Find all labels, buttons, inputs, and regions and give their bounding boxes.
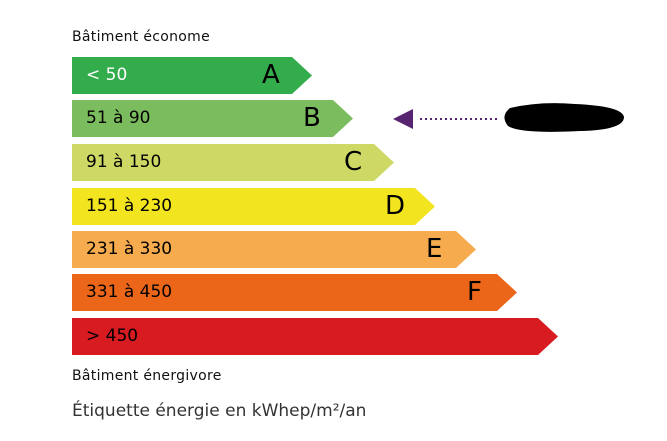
- indicator-arrow-icon: [393, 109, 413, 129]
- energy-class-c: 91 à 150 C: [72, 144, 394, 181]
- class-letter: E: [426, 234, 443, 264]
- energy-class-b: 51 à 90 B: [72, 100, 353, 137]
- class-range: 331 à 450: [86, 282, 173, 302]
- energy-class-g: > 450: [72, 318, 558, 355]
- energy-class-f: 331 à 450 F: [72, 274, 517, 311]
- energy-class-a: < 50 A: [72, 57, 312, 94]
- class-letter: F: [467, 277, 482, 307]
- energy-class-e: 231 à 330 E: [72, 231, 476, 268]
- redacted-value: [504, 103, 624, 132]
- class-range: 231 à 330: [86, 239, 173, 259]
- class-range: 91 à 150: [86, 152, 162, 172]
- class-range: 151 à 230: [86, 196, 173, 216]
- energy-class-d: 151 à 230 D: [72, 188, 435, 225]
- class-range: > 450: [86, 326, 139, 346]
- top-label: Bâtiment économe: [72, 29, 210, 45]
- class-letter: C: [344, 147, 363, 177]
- class-letter: D: [385, 191, 406, 221]
- class-letter: B: [303, 103, 321, 133]
- class-range: < 50: [86, 65, 128, 85]
- caption: Étiquette énergie en kWhep/m²/an: [72, 401, 367, 421]
- bottom-label: Bâtiment énergivore: [72, 368, 222, 384]
- class-range: 51 à 90: [86, 108, 151, 128]
- class-letter: A: [262, 60, 280, 90]
